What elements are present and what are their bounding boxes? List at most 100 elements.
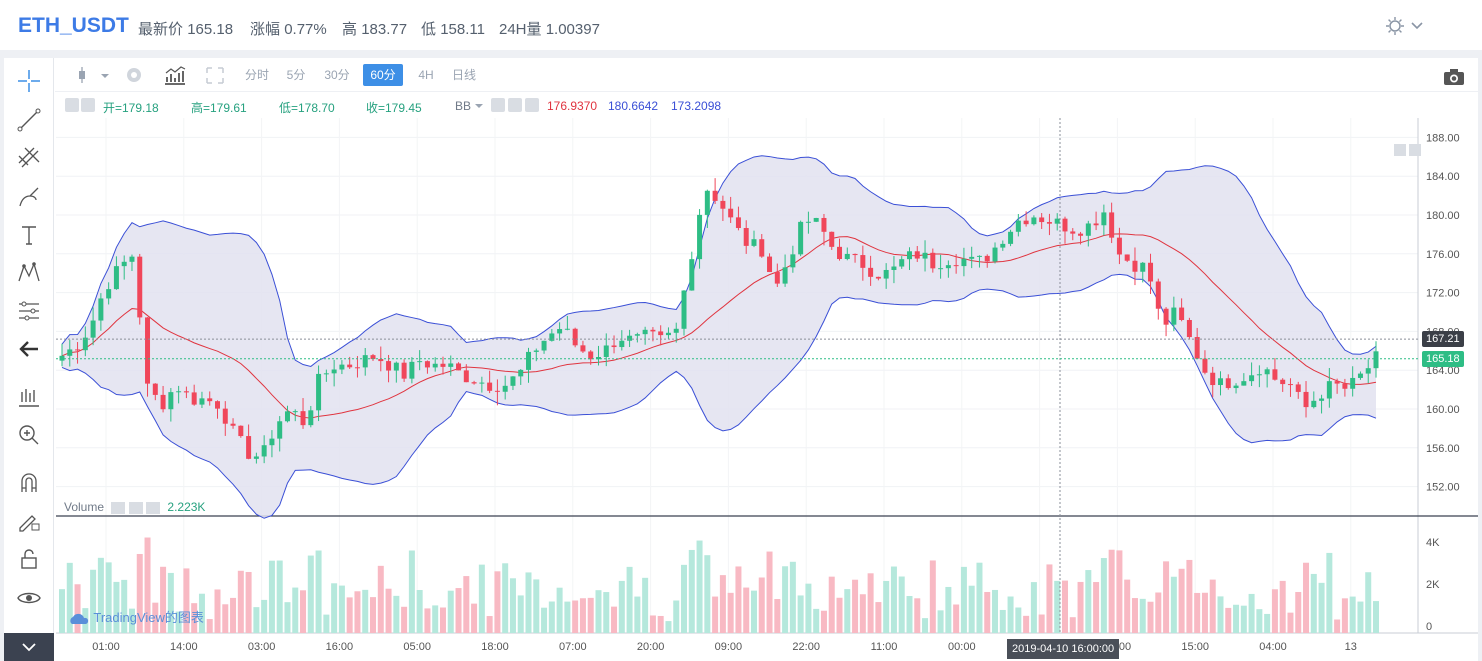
volume-bar — [890, 566, 897, 633]
volume-bar — [230, 597, 237, 633]
gear-icon[interactable] — [123, 64, 145, 86]
candle-body — [595, 357, 601, 360]
gear-icon[interactable] — [128, 501, 143, 514]
volume-bar — [1116, 550, 1123, 633]
back-tool[interactable] — [16, 336, 42, 362]
candle-body — [1148, 262, 1154, 282]
settings-sun-icon[interactable] — [1384, 14, 1406, 36]
volume-bar — [1178, 568, 1185, 633]
eye-icon[interactable] — [65, 98, 79, 112]
indicators-icon[interactable] — [163, 64, 187, 86]
volume-bar — [1015, 607, 1022, 633]
interval-tab-active[interactable]: 60分 — [363, 64, 403, 86]
candle-body — [1311, 400, 1317, 408]
chart-container[interactable]: 152.00156.00160.00164.00168.00172.00176.… — [4, 58, 1478, 661]
volume-bar — [354, 591, 361, 633]
candle-type-icon[interactable] — [75, 64, 89, 86]
pitchfork-tool[interactable] — [16, 145, 42, 171]
magnet-tool[interactable] — [16, 470, 42, 496]
candle-body — [409, 361, 415, 379]
pattern-tool[interactable] — [16, 260, 42, 286]
crosshair-price-label: 167.21 — [1422, 331, 1464, 347]
interval-tab[interactable]: 分时 — [244, 68, 269, 82]
candle-body — [611, 345, 617, 348]
volume-bar — [471, 603, 478, 633]
tradingview-watermark[interactable]: TradingView的图表 — [68, 607, 204, 626]
interval-tab[interactable]: 30分 — [324, 68, 350, 82]
candle-body — [953, 265, 959, 267]
volume-bar — [929, 560, 936, 633]
candle-body — [1194, 337, 1200, 359]
volume-bar — [984, 591, 991, 633]
interval-tab[interactable]: 日线 — [451, 68, 476, 82]
candle-body — [300, 411, 306, 426]
volume-bar — [634, 596, 641, 633]
volume-bar — [999, 609, 1006, 633]
volume-bar — [1163, 561, 1170, 633]
candle-body — [90, 320, 96, 338]
camera-icon[interactable] — [1443, 68, 1465, 86]
candle-body — [518, 369, 524, 377]
eye-icon[interactable] — [491, 98, 505, 112]
volume-bar — [1240, 605, 1247, 633]
volume-bar — [1334, 619, 1341, 633]
volume-bar — [774, 599, 781, 633]
time-tick-label: 09:00 — [715, 641, 743, 653]
close-icon[interactable] — [525, 98, 539, 112]
time-tick-label: 14:00 — [170, 641, 198, 653]
brush-tool[interactable] — [16, 184, 42, 210]
eye-icon[interactable] — [111, 501, 126, 514]
pencil-lock-icon — [19, 515, 40, 532]
eye-icon — [17, 592, 41, 604]
candle-body — [875, 276, 881, 279]
fullscreen-icon[interactable] — [205, 64, 225, 86]
lock-draw-tool[interactable] — [16, 508, 42, 534]
candle-body — [1054, 218, 1060, 224]
candle-body — [129, 256, 135, 262]
pair-title[interactable]: ETH_USDT — [18, 14, 129, 37]
volume-bar — [385, 588, 392, 633]
candle-body — [976, 255, 982, 257]
fib-tool[interactable] — [16, 298, 42, 324]
volume-bar — [1085, 570, 1092, 633]
chart-canvas[interactable]: 152.00156.00160.00164.00168.00172.00176.… — [4, 58, 1478, 661]
interval-tab[interactable]: 5分 — [286, 68, 306, 82]
volume-bar — [331, 583, 338, 633]
candle-body — [922, 252, 928, 259]
text-tool[interactable] — [16, 222, 42, 248]
candle-body — [354, 367, 360, 369]
measure-tool[interactable] — [16, 384, 42, 410]
trendline-tool[interactable] — [16, 107, 42, 133]
volume-bar — [867, 573, 874, 633]
volume-bar — [59, 589, 65, 633]
volume-bar — [439, 607, 446, 633]
candle-body — [564, 328, 570, 330]
candle-body — [331, 369, 337, 374]
interval-tab[interactable]: 4H — [418, 68, 434, 82]
volume-bar — [533, 579, 540, 633]
candle-body — [860, 255, 866, 268]
zoom-tool[interactable] — [16, 422, 42, 448]
last-price-label: 165.18 — [1422, 351, 1464, 367]
chevron-down-icon[interactable] — [1410, 18, 1424, 32]
volume-bar — [914, 598, 921, 633]
close-icon[interactable] — [146, 501, 161, 514]
candle-body — [463, 370, 469, 383]
toolbar-collapse-button[interactable] — [4, 633, 54, 661]
candle-body — [494, 390, 500, 392]
gear-icon[interactable] — [508, 98, 522, 112]
visibility-tool[interactable] — [16, 585, 42, 611]
chevron-down-icon[interactable] — [100, 64, 110, 86]
gear-icon[interactable] — [81, 98, 95, 112]
volume-bar — [1046, 564, 1053, 633]
stat-low: 低 158.11 — [421, 21, 485, 38]
price-tick-label: 152.00 — [1426, 482, 1460, 494]
candle-body — [269, 438, 275, 446]
candle-body — [689, 259, 695, 291]
lock-tool[interactable] — [16, 546, 42, 572]
crosshair-tool[interactable] — [16, 68, 42, 94]
volume-bar — [1124, 579, 1131, 633]
candle-body — [557, 329, 563, 334]
candle-body — [479, 382, 485, 384]
chevron-down-icon[interactable] — [475, 102, 483, 110]
